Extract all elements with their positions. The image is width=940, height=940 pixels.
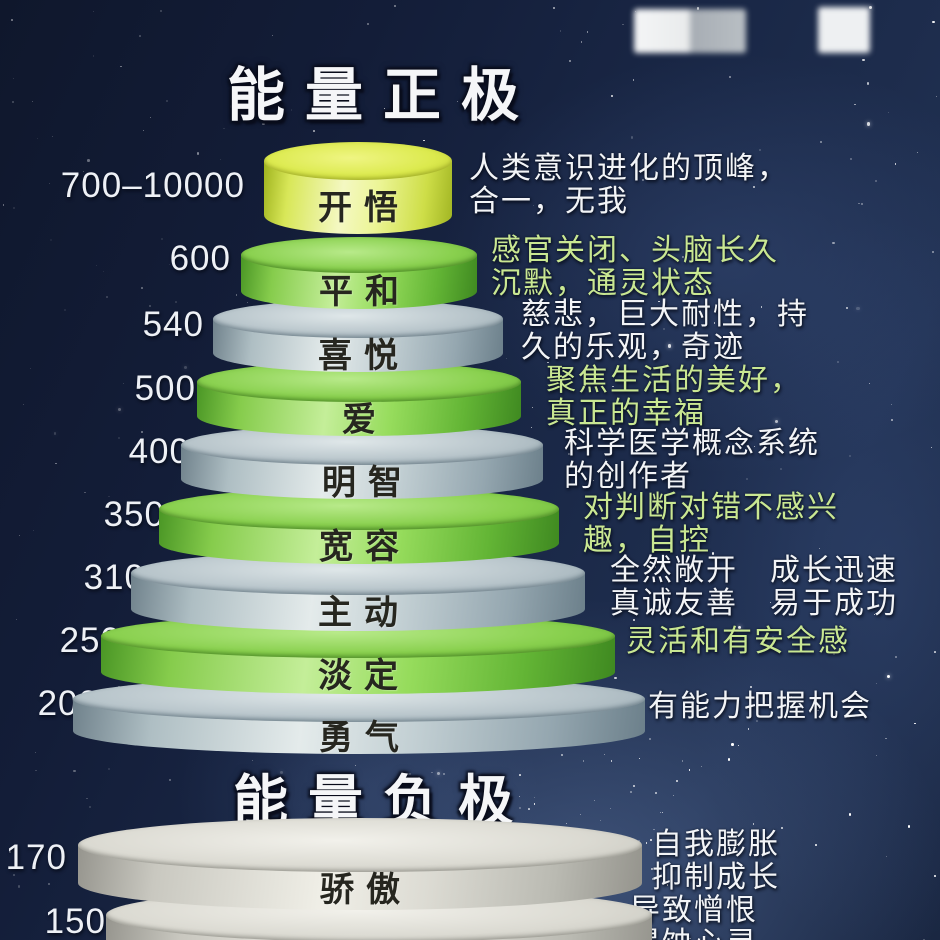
level-disc-gray: 骄傲 — [78, 818, 642, 910]
level-value: 700–10000 — [60, 166, 245, 205]
level-description: 有能力把握机会 — [648, 690, 872, 723]
level-disc-yellow: 开悟 — [264, 142, 452, 234]
description-line: 沉默，通灵状态 — [491, 267, 715, 300]
level-value: 170 — [5, 838, 67, 877]
disc-side-face: 平和 — [241, 255, 477, 311]
description-line: 的创作者 — [564, 460, 692, 493]
level-description: 自我膨胀 抑制成长 — [652, 828, 780, 894]
description-line: 人类意识进化的顶峰， — [469, 152, 789, 185]
blurred-watermark — [634, 9, 746, 53]
level-value: 540 — [142, 305, 204, 344]
description-line: 趣，自控 — [583, 524, 711, 557]
level-description: 人类意识进化的顶峰， 合一，无我 — [469, 152, 789, 218]
description-line: 自我膨胀 — [652, 828, 780, 861]
emotion-label: 爱 — [342, 400, 388, 439]
description-line: 抑制成长 — [652, 861, 780, 894]
level-description: 全然敞开 成长迅速 真诚友善 易于成功 — [610, 554, 898, 620]
emotion-label: 开悟 — [318, 188, 410, 227]
emotion-label: 骄傲 — [320, 871, 412, 910]
level-disc-silver: 主动 — [131, 551, 585, 633]
description-line: 全然敞开 成长迅速 — [610, 554, 898, 587]
level-description: 对判断对错不感兴 趣，自控 — [583, 491, 839, 557]
blurred-watermark — [818, 7, 870, 53]
level-value: 350 — [103, 495, 165, 534]
level-value: 600 — [169, 239, 231, 278]
description-line: 久的乐观，奇迹 — [521, 331, 745, 364]
disc-top-face — [264, 142, 452, 180]
emotion-label: 勇气 — [319, 719, 411, 758]
description-line: 真诚友善 易于成功 — [610, 587, 898, 620]
description-line: 合一，无我 — [469, 185, 629, 218]
emotion-label: 明智 — [322, 463, 414, 502]
level-value: 400 — [128, 432, 190, 471]
level-description: 感官关闭、头脑长久 沉默，通灵状态 — [491, 234, 779, 300]
level-description: 科学医学概念系统 的创作者 — [564, 427, 820, 493]
emotion-label: 淡定 — [318, 657, 410, 696]
description-line: 有能力把握机会 — [648, 690, 872, 723]
emotion-label: 平和 — [319, 272, 411, 311]
description-line: 侵蚀心灵 — [630, 927, 758, 940]
level-description: 灵活和有安全感 — [626, 625, 850, 658]
description-line: 对判断对错不感兴 — [583, 491, 839, 524]
description-line: 灵活和有安全感 — [626, 625, 850, 658]
level-value: 150 — [44, 902, 106, 940]
description-line: 感官关闭、头脑长久 — [491, 234, 779, 267]
description-line: 真正的幸福 — [546, 397, 706, 430]
emotion-label: 喜悦 — [318, 336, 410, 375]
level-description: 聚焦生活的美好， 真正的幸福 — [546, 364, 802, 430]
level-description: 慈悲，巨大耐性，持 久的乐观，奇迹 — [521, 298, 809, 364]
emotion-label: 主动 — [318, 594, 410, 633]
description-line: 慈悲，巨大耐性，持 — [521, 298, 809, 331]
description-line: 科学医学概念系统 — [564, 427, 820, 460]
level-disc-green: 平和 — [241, 237, 477, 311]
level-disc-silver: 喜悦 — [213, 300, 503, 375]
emotion-label: 宽容 — [319, 528, 411, 567]
positive-section-title: 能量正极 — [227, 63, 540, 128]
disc-top-face — [241, 237, 477, 273]
level-value: 500 — [134, 369, 196, 408]
disc-top-face — [78, 818, 642, 872]
description-line: 聚焦生活的美好， — [546, 364, 802, 397]
